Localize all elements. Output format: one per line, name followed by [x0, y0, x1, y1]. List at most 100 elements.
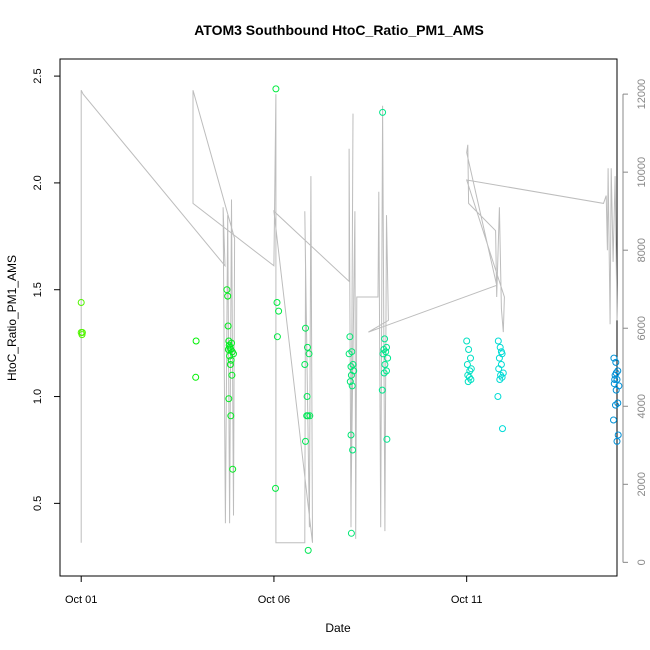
data-point: [346, 378, 354, 386]
y-axis-label: HtoC_Ratio_PM1_AMS: [5, 255, 19, 381]
y2-tick-label: 0: [636, 559, 648, 565]
data-point: [380, 346, 388, 353]
data-point: [496, 343, 504, 351]
data-point: [226, 361, 234, 368]
data-point: [614, 399, 622, 407]
data-point: [272, 484, 279, 492]
data-point: [465, 346, 473, 353]
y2-tick-label: 12000: [636, 79, 648, 110]
data-point: [612, 386, 620, 394]
data-point: [347, 431, 355, 439]
data-point: [228, 371, 236, 379]
data-point: [384, 354, 392, 362]
data-point: [379, 350, 387, 358]
data-point: [226, 352, 234, 360]
data-point: [381, 361, 389, 368]
data-point: [347, 529, 355, 537]
data-point: [499, 425, 506, 433]
data-point: [380, 369, 388, 377]
y-tick-label: 1.0: [32, 389, 44, 404]
data-point: [224, 346, 232, 353]
data-point: [273, 299, 281, 306]
data-point: [467, 354, 474, 362]
data-point: [379, 108, 387, 116]
y-axis-ticks: 0.5 1.0 1.5 2.0 2.5: [32, 68, 60, 511]
data-point: [498, 373, 506, 381]
altitude-line-layer: [80, 89, 618, 544]
data-points-layer: [77, 85, 623, 554]
data-point: [494, 337, 502, 345]
data-point: [304, 546, 312, 554]
data-point: [306, 412, 314, 420]
data-point: [302, 437, 309, 445]
x-tick-label: Oct 11: [451, 594, 483, 606]
data-point: [275, 307, 283, 315]
data-point: [304, 343, 311, 351]
y-tick-label: 1.5: [32, 282, 44, 297]
y2-tick-label: 2000: [636, 472, 648, 496]
data-point: [463, 337, 471, 345]
data-point: [224, 292, 232, 300]
data-point: [495, 365, 503, 373]
y-tick-label: 0.5: [32, 496, 44, 511]
data-point: [224, 322, 232, 330]
data-point: [612, 358, 620, 366]
data-point: [463, 361, 471, 368]
data-point: [611, 376, 619, 383]
x-tick-label: Oct 06: [258, 594, 290, 606]
data-point: [497, 348, 505, 356]
y2-tick-label: 10000: [636, 157, 648, 188]
data-point: [614, 431, 622, 439]
data-point: [192, 373, 200, 381]
data-point: [610, 354, 618, 362]
data-point: [301, 361, 309, 368]
x-axis-label: Date: [325, 621, 351, 635]
data-point: [464, 378, 472, 386]
data-point: [494, 393, 502, 400]
data-point: [77, 299, 85, 306]
data-point: [613, 437, 621, 445]
y2-axis-ticks: 0 2000 4000 6000 8000 10000 12000: [622, 79, 648, 565]
x-axis-ticks: Oct 01 Oct 06 Oct 11: [65, 575, 483, 606]
data-point: [349, 446, 357, 454]
data-point: [383, 435, 391, 443]
data-point: [612, 401, 619, 409]
data-point: [305, 350, 313, 358]
data-point: [496, 376, 504, 383]
data-point: [345, 350, 353, 358]
data-point: [303, 412, 311, 420]
data-point: [302, 324, 309, 332]
y-tick-label: 2.0: [32, 175, 44, 190]
data-point: [227, 412, 235, 420]
data-point: [497, 371, 505, 379]
data-point: [225, 395, 233, 403]
data-point: [229, 465, 237, 473]
y-tick-label: 2.5: [32, 68, 44, 83]
data-point: [495, 354, 503, 362]
data-point: [192, 337, 200, 345]
data-point: [303, 393, 311, 400]
data-point: [612, 369, 620, 377]
data-point: [230, 350, 237, 358]
y2-tick-label: 8000: [636, 238, 648, 262]
data-point: [378, 386, 386, 394]
data-point: [273, 333, 281, 341]
data-point: [348, 382, 356, 390]
x-tick-label: Oct 01: [65, 594, 97, 606]
y2-tick-label: 4000: [636, 394, 648, 418]
altitude-line: [80, 89, 618, 544]
data-point: [272, 85, 280, 93]
data-point: [226, 343, 234, 351]
data-point: [77, 329, 85, 336]
chart-title: ATOM3 Southbound HtoC_Ratio_PM1_AMS: [194, 22, 484, 38]
data-point: [610, 416, 617, 424]
data-point: [383, 367, 390, 375]
data-point: [467, 365, 475, 373]
data-point: [228, 339, 235, 347]
y2-tick-label: 6000: [636, 316, 648, 340]
data-point: [227, 356, 235, 364]
data-point: [381, 335, 389, 343]
